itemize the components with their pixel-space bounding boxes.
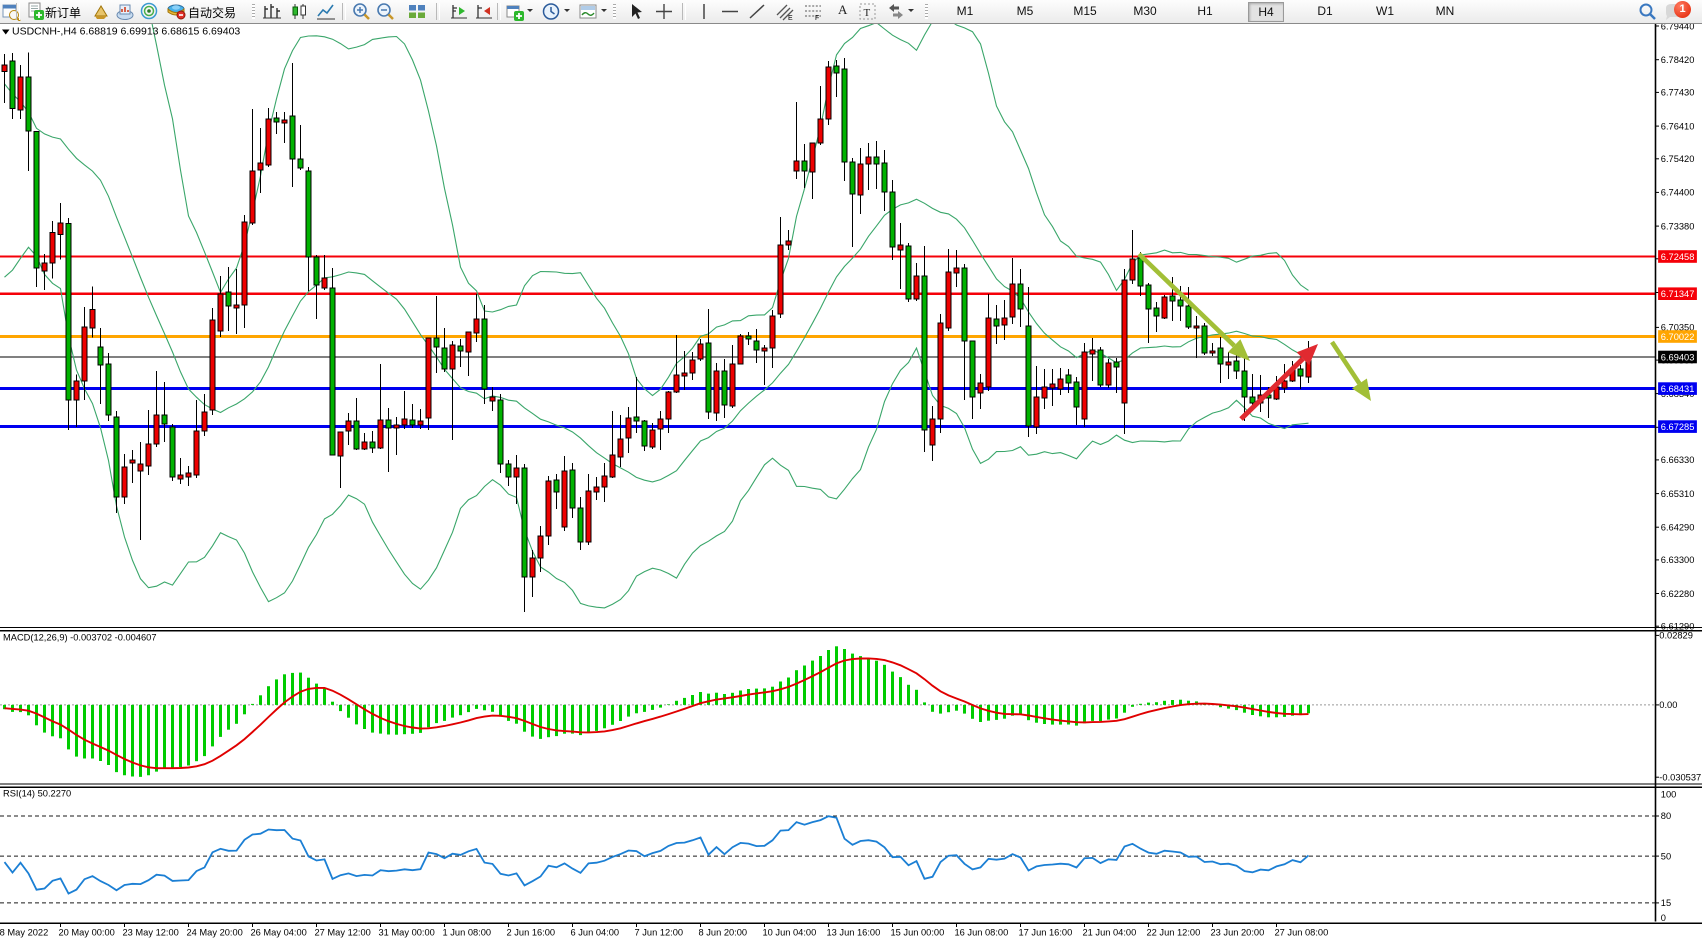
svg-text:6.77430: 6.77430 [1661,88,1695,98]
svg-text:6.76410: 6.76410 [1661,121,1695,131]
svg-text:6 Jun 04:00: 6 Jun 04:00 [571,928,620,938]
svg-text:6.79440: 6.79440 [1661,24,1695,31]
svg-text:26 May 04:00: 26 May 04:00 [251,928,307,938]
svg-text:6.73380: 6.73380 [1661,221,1695,231]
svg-text:24 May 20:00: 24 May 20:00 [187,928,243,938]
svg-text:6.67285: 6.67285 [1661,422,1695,432]
svg-text:17 Jun 16:00: 17 Jun 16:00 [1019,928,1073,938]
svg-text:8 Jun 20:00: 8 Jun 20:00 [699,928,748,938]
svg-text:15: 15 [1661,898,1671,908]
svg-text:50: 50 [1661,851,1671,861]
svg-text:6.75420: 6.75420 [1661,154,1695,164]
svg-text:USDCNH-,H4 6.68819 6.69913 6.: USDCNH-,H4 6.68819 6.69913 6.68615 6.694… [12,26,240,38]
svg-text:27 Jun 08:00: 27 Jun 08:00 [1275,928,1329,938]
svg-text:F: F [815,15,819,21]
svg-text:6.66330: 6.66330 [1661,455,1695,465]
svg-text:21 Jun 04:00: 21 Jun 04:00 [1083,928,1137,938]
svg-text:0.00: 0.00 [1659,700,1677,710]
svg-text:6.74400: 6.74400 [1661,188,1695,198]
svg-text:23 Jun 20:00: 23 Jun 20:00 [1211,928,1265,938]
svg-text:6.78420: 6.78420 [1661,55,1695,65]
svg-text:T: T [864,7,871,19]
svg-text:-0.030537: -0.030537 [1659,773,1701,783]
svg-text:80: 80 [1661,811,1671,821]
svg-text:27 May 12:00: 27 May 12:00 [315,928,371,938]
svg-text:18 May 2022: 18 May 2022 [0,928,48,938]
svg-text:6.62280: 6.62280 [1661,589,1695,599]
svg-text:6.68431: 6.68431 [1661,384,1695,394]
svg-text:100: 100 [1661,789,1677,799]
svg-text:7 Jun 12:00: 7 Jun 12:00 [635,928,684,938]
svg-text:6.69403: 6.69403 [1661,352,1695,362]
svg-text:16 Jun 08:00: 16 Jun 08:00 [955,928,1009,938]
svg-text:6.61290: 6.61290 [1661,622,1695,632]
svg-text:10 Jun 04:00: 10 Jun 04:00 [763,928,817,938]
svg-text:20 May 00:00: 20 May 00:00 [59,928,115,938]
svg-text:6.64290: 6.64290 [1661,523,1695,533]
svg-text:13 Jun 16:00: 13 Jun 16:00 [827,928,881,938]
svg-text:1 Jun 08:00: 1 Jun 08:00 [443,928,492,938]
svg-text:23 May 12:00: 23 May 12:00 [123,928,179,938]
svg-text:6.65310: 6.65310 [1661,489,1695,499]
svg-text:6.72458: 6.72458 [1661,252,1695,262]
svg-text:22 Jun 12:00: 22 Jun 12:00 [1147,928,1201,938]
svg-text:0: 0 [1661,913,1666,923]
svg-text:MACD(12,26,9) -0.003702 -0.004: MACD(12,26,9) -0.003702 -0.004607 [3,633,157,643]
svg-text:6.70022: 6.70022 [1661,332,1695,342]
svg-text:2 Jun 16:00: 2 Jun 16:00 [507,928,556,938]
svg-text:6.71347: 6.71347 [1661,289,1695,299]
svg-text:6.70350: 6.70350 [1661,323,1695,333]
svg-text:E: E [788,15,793,21]
svg-text:RSI(14) 50.2270: RSI(14) 50.2270 [3,789,71,799]
svg-text:6.63300: 6.63300 [1661,555,1695,565]
svg-text:15 Jun 00:00: 15 Jun 00:00 [891,928,945,938]
svg-text:31 May 00:00: 31 May 00:00 [379,928,435,938]
svg-text:0.02829: 0.02829 [1659,631,1693,641]
